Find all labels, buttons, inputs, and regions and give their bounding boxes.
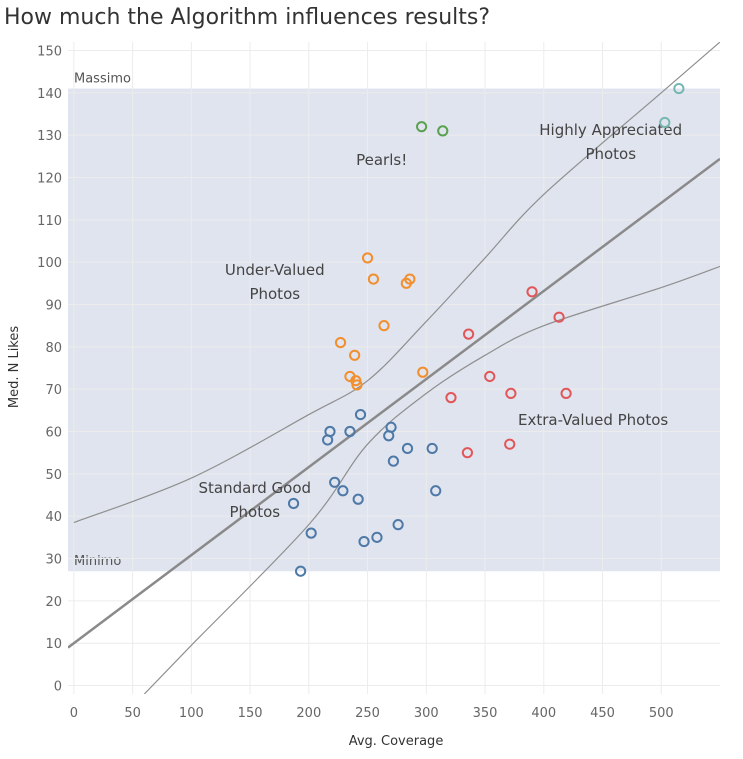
data-point[interactable] bbox=[329, 476, 341, 488]
y-tick-label: 90 bbox=[45, 298, 62, 313]
x-tick-label: 300 bbox=[414, 706, 439, 721]
x-tick-label: 0 bbox=[70, 706, 78, 721]
data-point[interactable] bbox=[352, 493, 364, 505]
x-tick-label: 250 bbox=[355, 706, 380, 721]
reference-band-group: Massimo Minimo bbox=[68, 72, 720, 572]
group-annotation: Standard Good Photos bbox=[199, 479, 312, 521]
x-tick-label: 450 bbox=[590, 706, 615, 721]
x-tick-label: 400 bbox=[531, 706, 556, 721]
y-tick-label: 50 bbox=[45, 468, 62, 483]
y-axis-label: Med. N Likes bbox=[7, 326, 22, 409]
x-tick-label: 100 bbox=[179, 706, 204, 721]
data-point[interactable] bbox=[484, 370, 496, 383]
y-tick-label: 140 bbox=[37, 87, 62, 102]
data-point[interactable] bbox=[553, 311, 565, 323]
chart-title: How much the Algorithm influences result… bbox=[4, 5, 491, 30]
y-tick-label: 70 bbox=[45, 383, 62, 398]
group-annotation: Under-Valued Photos bbox=[225, 261, 325, 303]
y-tick-label: 0 bbox=[54, 680, 62, 695]
data-point[interactable] bbox=[504, 438, 516, 450]
upper-confidence-curve bbox=[73, 42, 720, 524]
group-annotation: Pearls! bbox=[356, 151, 407, 169]
annotations: Pearls! Highly Appreciated Photos Under-Val… bbox=[199, 121, 683, 521]
group-annotation: Extra-Valued Photos bbox=[518, 411, 668, 429]
band-lower-label: Minimo bbox=[74, 554, 121, 569]
data-point[interactable] bbox=[337, 485, 349, 497]
data-point[interactable] bbox=[371, 531, 383, 543]
y-tick-label: 110 bbox=[37, 214, 62, 229]
y-tick-label: 60 bbox=[45, 426, 62, 441]
data-point[interactable] bbox=[426, 442, 438, 455]
data-point[interactable] bbox=[344, 425, 356, 438]
data-point[interactable] bbox=[400, 277, 412, 289]
data-point[interactable] bbox=[673, 82, 685, 95]
data-points bbox=[287, 82, 685, 577]
data-point[interactable] bbox=[387, 455, 400, 467]
data-point[interactable] bbox=[430, 485, 442, 497]
data-point[interactable] bbox=[437, 125, 449, 137]
y-tick-label: 80 bbox=[45, 341, 62, 356]
data-point[interactable] bbox=[287, 497, 300, 510]
tick-labels: 0 50 100 150 200 250 300 350 400 450 500 0 10 20 30 40 5… bbox=[37, 44, 674, 721]
y-tick-label: 150 bbox=[37, 44, 62, 59]
y-tick-label: 20 bbox=[45, 595, 62, 610]
y-tick-label: 100 bbox=[37, 256, 62, 271]
data-point[interactable] bbox=[378, 320, 390, 332]
data-point[interactable] bbox=[383, 430, 395, 442]
data-point[interactable] bbox=[358, 535, 370, 548]
x-tick-label: 350 bbox=[473, 706, 498, 721]
y-tick-label: 10 bbox=[45, 637, 62, 652]
group-annotation: Highly Appreciated Photos bbox=[539, 121, 682, 163]
band-upper-label: Massimo bbox=[74, 72, 131, 87]
y-tick-label: 130 bbox=[37, 129, 62, 144]
y-tick-label: 40 bbox=[45, 510, 62, 525]
data-point[interactable] bbox=[401, 442, 414, 455]
data-point[interactable] bbox=[505, 387, 517, 400]
data-point[interactable] bbox=[416, 121, 428, 133]
trend-lines bbox=[68, 42, 720, 694]
x-tick-label: 500 bbox=[649, 706, 674, 721]
gridlines bbox=[68, 42, 720, 694]
data-point[interactable] bbox=[349, 349, 361, 361]
data-point[interactable] bbox=[367, 273, 380, 285]
data-point[interactable] bbox=[560, 387, 572, 400]
data-point[interactable] bbox=[417, 366, 429, 378]
x-axis-label: Avg. Coverage bbox=[349, 734, 444, 749]
data-point[interactable] bbox=[659, 116, 671, 129]
data-point[interactable] bbox=[354, 408, 367, 421]
data-point[interactable] bbox=[322, 434, 334, 446]
data-point[interactable] bbox=[392, 519, 404, 531]
y-tick-label: 120 bbox=[37, 171, 62, 186]
data-point[interactable] bbox=[295, 565, 307, 577]
x-tick-label: 150 bbox=[238, 706, 263, 721]
data-point[interactable] bbox=[461, 447, 474, 459]
data-point[interactable] bbox=[361, 252, 374, 264]
lower-confidence-curve bbox=[143, 265, 720, 694]
data-point[interactable] bbox=[445, 392, 457, 404]
x-tick-label: 50 bbox=[124, 706, 141, 721]
data-point[interactable] bbox=[351, 379, 363, 391]
x-tick-label: 200 bbox=[296, 706, 321, 721]
data-point[interactable] bbox=[462, 328, 475, 340]
data-point[interactable] bbox=[305, 527, 317, 539]
data-point[interactable] bbox=[526, 286, 538, 298]
reference-band bbox=[68, 88, 720, 572]
trend-line bbox=[68, 157, 720, 649]
y-tick-label: 30 bbox=[45, 553, 62, 568]
data-point[interactable] bbox=[334, 336, 347, 349]
